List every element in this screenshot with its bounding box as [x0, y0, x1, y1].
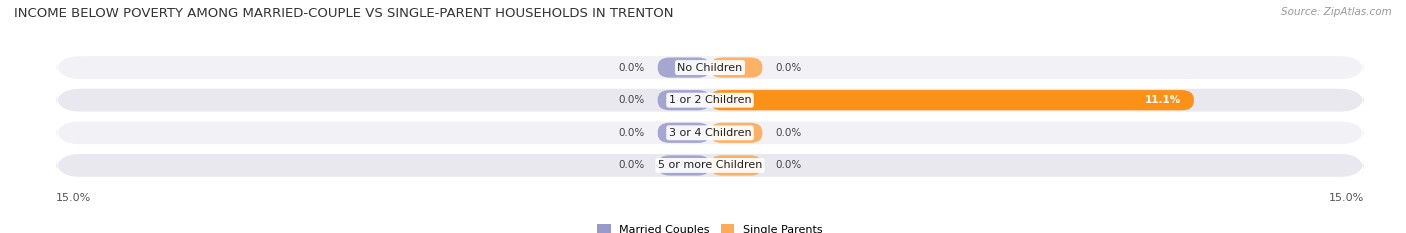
Text: 0.0%: 0.0%: [776, 128, 801, 138]
Text: 0.0%: 0.0%: [619, 95, 644, 105]
FancyBboxPatch shape: [710, 155, 762, 175]
FancyBboxPatch shape: [658, 58, 710, 78]
FancyBboxPatch shape: [56, 154, 1364, 177]
Text: 0.0%: 0.0%: [619, 128, 644, 138]
FancyBboxPatch shape: [56, 89, 1364, 112]
Text: 11.1%: 11.1%: [1144, 95, 1181, 105]
Text: 15.0%: 15.0%: [1329, 193, 1364, 203]
FancyBboxPatch shape: [710, 90, 1194, 110]
FancyBboxPatch shape: [658, 123, 710, 143]
Text: INCOME BELOW POVERTY AMONG MARRIED-COUPLE VS SINGLE-PARENT HOUSEHOLDS IN TRENTON: INCOME BELOW POVERTY AMONG MARRIED-COUPL…: [14, 7, 673, 20]
Text: Source: ZipAtlas.com: Source: ZipAtlas.com: [1281, 7, 1392, 17]
FancyBboxPatch shape: [658, 90, 710, 110]
Text: 0.0%: 0.0%: [776, 161, 801, 170]
FancyBboxPatch shape: [658, 155, 710, 175]
FancyBboxPatch shape: [56, 56, 1364, 79]
Text: 1 or 2 Children: 1 or 2 Children: [669, 95, 751, 105]
Text: 3 or 4 Children: 3 or 4 Children: [669, 128, 751, 138]
Text: 5 or more Children: 5 or more Children: [658, 161, 762, 170]
Text: 0.0%: 0.0%: [776, 63, 801, 72]
Text: No Children: No Children: [678, 63, 742, 72]
Text: 0.0%: 0.0%: [619, 63, 644, 72]
FancyBboxPatch shape: [56, 121, 1364, 144]
Legend: Married Couples, Single Parents: Married Couples, Single Parents: [598, 224, 823, 233]
FancyBboxPatch shape: [710, 123, 762, 143]
Text: 15.0%: 15.0%: [56, 193, 91, 203]
FancyBboxPatch shape: [710, 58, 762, 78]
Text: 0.0%: 0.0%: [619, 161, 644, 170]
